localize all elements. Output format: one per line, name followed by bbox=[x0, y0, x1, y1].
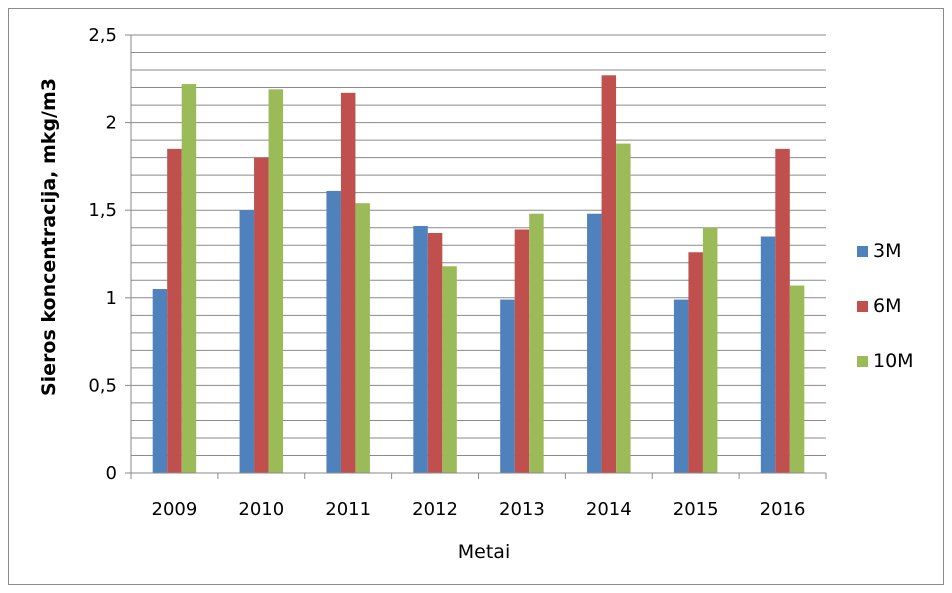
bar-3M-2009 bbox=[152, 289, 168, 473]
y-tick-label: 0,5 bbox=[88, 375, 117, 396]
x-tick-label-2015: 2015 bbox=[673, 499, 719, 520]
legend-swatch-10M bbox=[857, 356, 868, 367]
bar-10M-2009 bbox=[181, 84, 197, 473]
chart-frame: 0 0,5 1 1,5 2 2,5 2009 2010 2011 2012 2013 2014 201… bbox=[8, 8, 944, 585]
x-tick-label-2014: 2014 bbox=[586, 499, 632, 520]
bar-10M-2012 bbox=[442, 266, 457, 473]
y-axis-label: Sieros koncentracija, mkg/m3 bbox=[38, 78, 60, 396]
y-tick-label: 2,5 bbox=[88, 25, 117, 46]
y-tick-label: 2 bbox=[106, 113, 117, 134]
bar-6M-2013 bbox=[514, 229, 530, 473]
bar-6M-2016 bbox=[775, 148, 790, 473]
legend-label-6M: 6M bbox=[873, 295, 901, 317]
bar-3M-2010 bbox=[239, 210, 255, 473]
y-tick-labels: 0 0,5 1 1,5 2 2,5 bbox=[88, 25, 117, 484]
bar-6M-2014 bbox=[601, 75, 617, 474]
legend: 3M 6M 10M bbox=[857, 240, 914, 372]
x-tick-label-2012: 2012 bbox=[412, 499, 458, 520]
bar-3M-2015 bbox=[673, 299, 689, 473]
bar-10M-2011 bbox=[355, 203, 370, 473]
legend-label-10M: 10M bbox=[873, 350, 914, 372]
bar-10M-2014 bbox=[616, 143, 631, 473]
bar-3M-2011 bbox=[326, 190, 341, 474]
x-tick-label-2016: 2016 bbox=[760, 499, 806, 520]
x-axis-label: Metai bbox=[458, 541, 510, 563]
bars bbox=[152, 75, 805, 474]
x-tick-label-2011: 2011 bbox=[325, 499, 371, 520]
bar-chart: 0 0,5 1 1,5 2 2,5 2009 2010 2011 2012 2013 2014 201… bbox=[38, 25, 914, 563]
bar-10M-2010 bbox=[268, 89, 284, 473]
axes bbox=[125, 34, 827, 479]
legend-swatch-3M bbox=[857, 246, 868, 257]
bar-3M-2016 bbox=[760, 236, 776, 473]
x-tick-labels: 2009 2010 2011 2012 2013 2014 2015 2016 bbox=[152, 499, 806, 520]
gridlines bbox=[131, 34, 826, 456]
y-tick-label: 1,5 bbox=[88, 200, 117, 221]
bar-3M-2012 bbox=[413, 225, 428, 473]
bar-6M-2012 bbox=[427, 232, 443, 473]
bar-3M-2014 bbox=[587, 213, 602, 474]
legend-label-3M: 3M bbox=[873, 240, 901, 262]
bar-6M-2010 bbox=[254, 157, 269, 473]
x-tick-label-2010: 2010 bbox=[238, 499, 284, 520]
y-tick-label: 1 bbox=[106, 288, 117, 309]
bar-10M-2015 bbox=[702, 227, 718, 473]
x-tick-label-2009: 2009 bbox=[152, 499, 198, 520]
bar-6M-2011 bbox=[340, 92, 356, 473]
bar-3M-2013 bbox=[500, 299, 515, 473]
bar-6M-2015 bbox=[688, 252, 703, 473]
x-tick-label-2013: 2013 bbox=[499, 499, 545, 520]
legend-swatch-6M bbox=[857, 301, 868, 312]
bar-6M-2009 bbox=[167, 148, 182, 473]
y-tick-label: 0 bbox=[106, 463, 117, 484]
bar-10M-2013 bbox=[529, 213, 544, 474]
bar-10M-2016 bbox=[789, 285, 805, 473]
